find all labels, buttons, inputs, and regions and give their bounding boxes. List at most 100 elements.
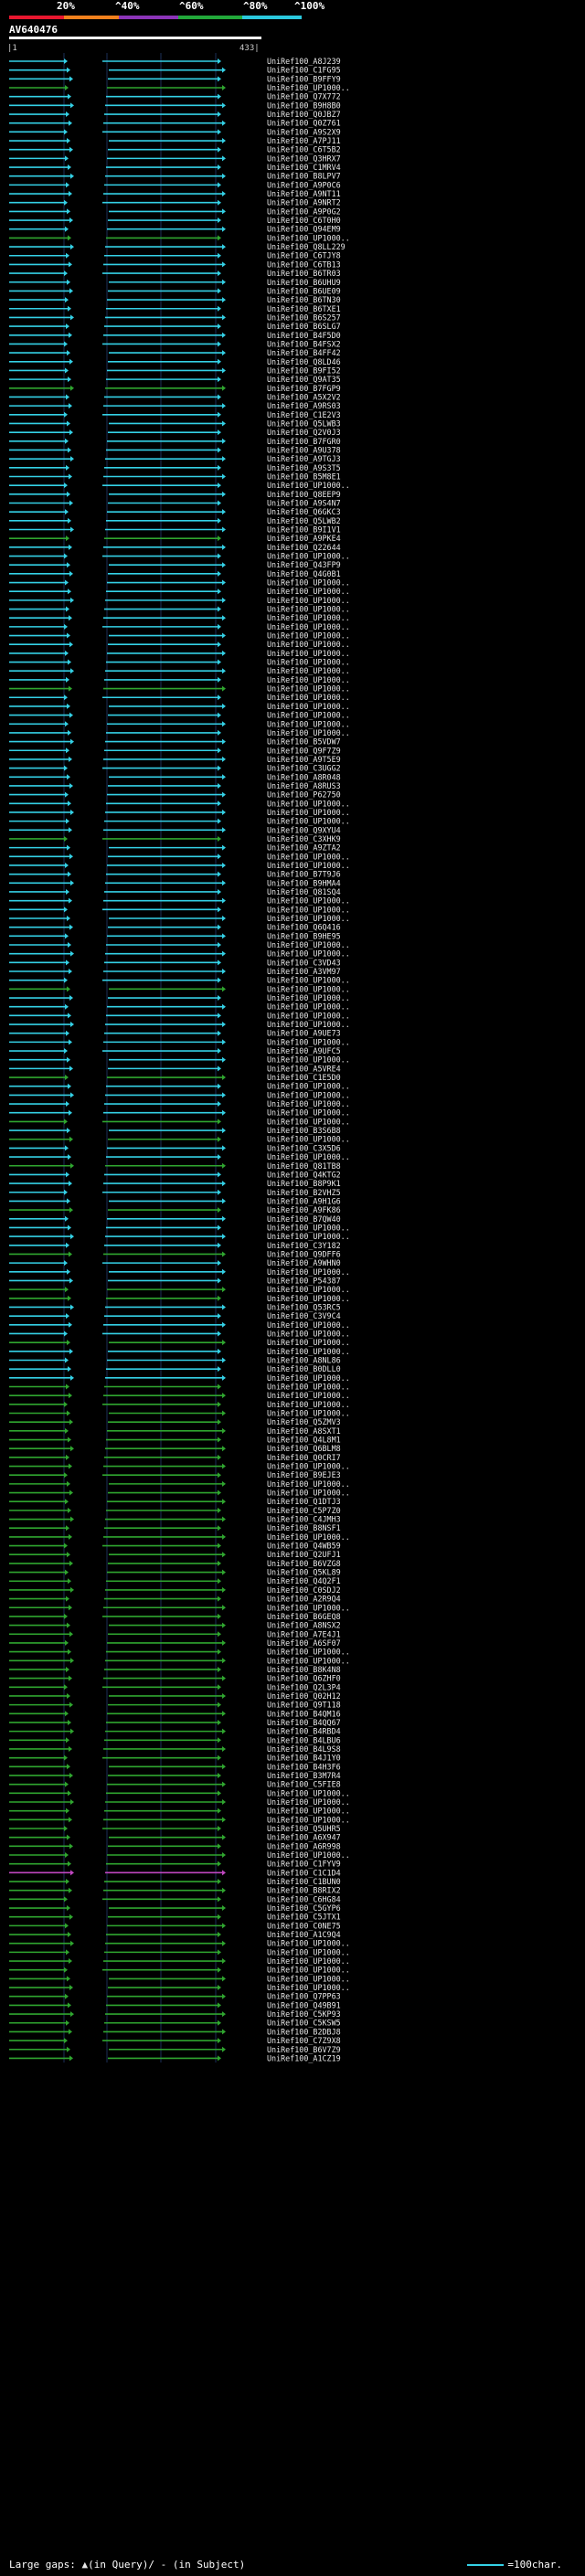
hit-arrow-icon [69,473,72,480]
hit-label: UniRef100_C6TB13 [267,260,341,269]
hit-arrow-icon [65,1075,69,1081]
hit-arrow-icon [64,482,68,489]
hit-arrow-icon [65,509,69,515]
hit-arrow-icon [222,1075,226,1081]
hit-label: UniRef100_B2VHZ5 [267,1188,341,1197]
hit-arrow-icon [70,597,74,603]
hit-label: UniRef100_UP1000.. [267,719,350,728]
hit-arrow-icon [65,1569,69,1575]
hit-arrow-icon [70,314,74,321]
hit-label: UniRef100_C6T0H0 [267,216,341,225]
hit-arrow-icon [222,827,226,833]
hit-arrow-icon [67,1340,70,1346]
hit-arrow-icon [70,456,74,462]
hit-arrow-icon [65,1145,69,1151]
hit-arrow-icon [69,924,73,930]
hit-arrow-icon [64,835,68,842]
hit-arrow-icon [70,1870,74,1876]
hit-label: UniRef100_C3X5D6 [267,1143,341,1152]
hit-label: UniRef100_A9S2X9 [267,127,341,136]
hit-arrow-icon [66,1595,69,1602]
hit-label: UniRef100_UP1000.. [267,1815,350,1824]
hit-arrow-icon [222,1745,226,1752]
hit-arrow-icon [218,288,221,294]
query-ruler [9,37,261,39]
hit-arrow-icon [218,1189,221,1195]
hit-arrow-icon [67,1976,70,1982]
hit-label: UniRef100_Q6Q416 [267,923,341,932]
hit-label: UniRef100_C1C1D4 [267,1868,341,1877]
hit-label: UniRef100_A8NL86 [267,1355,341,1364]
hit-arrow-icon [67,774,70,780]
hit-label: UniRef100_A8SXT1 [267,1426,341,1436]
hit-arrow-icon [222,350,226,356]
hit-arrow-icon [218,659,221,665]
hit-arrow-icon [67,1128,70,1134]
hit-arrow-icon [69,544,72,550]
hit-arrow-icon [70,1092,74,1098]
hit-arrow-icon [222,950,226,957]
hit-label: UniRef100_B4H3F6 [267,1762,341,1771]
hit-arrow-icon [222,1410,226,1416]
hit-label: UniRef100_C6HG84 [267,1894,341,1903]
hit-arrow-icon [68,871,71,877]
hit-arrow-icon [69,1817,72,1823]
hit-arrow-icon [222,1374,226,1381]
hit-arrow-icon [67,2046,70,2052]
hit-arrow-icon [66,1313,69,1320]
hit-label: UniRef100_A5VRE4 [267,1064,341,1073]
hit-label: UniRef100_UP1000.. [267,1532,350,1542]
hit-arrow-icon [64,1684,68,1691]
hit-arrow-icon [67,420,70,427]
hit-label: UniRef100_B5M8E1 [267,472,341,481]
hit-label: UniRef100_A8J239 [267,57,341,66]
hit-arrow-icon [68,1578,71,1585]
hit-arrow-icon [66,1737,69,1744]
hit-label: UniRef100_B9FI52 [267,366,341,375]
hit-arrow-icon [218,1330,221,1337]
hit-label: UniRef100_B5VDW7 [267,737,341,747]
hit-arrow-icon [67,67,70,73]
identity-band [9,16,64,19]
hit-label: UniRef100_UP1000.. [267,552,350,561]
hit-label: UniRef100_B7FGP9 [267,384,341,393]
hit-arrow-icon [66,394,69,400]
hit-arrow-icon [69,332,72,338]
hit-arrow-icon [66,747,69,754]
hit-arrow-icon [67,350,70,356]
hit-arrow-icon [66,1383,69,1390]
hit-arrow-icon [66,111,69,118]
hit-label: UniRef100_UP1000.. [267,1603,350,1612]
hit-arrow-icon [222,1162,226,1169]
hit-label: UniRef100_UP1000.. [267,1267,350,1277]
hit-arrow-icon [222,403,226,409]
hit-arrow-icon [64,58,68,64]
percent-tick-20: 20% [57,0,75,12]
hit-arrow-icon [222,438,226,444]
hit-label: UniRef100_UP1000.. [267,1090,350,1099]
hit-arrow-icon [222,1427,226,1434]
hit-arrow-icon [66,182,69,188]
hit-label: UniRef100_UP1000.. [267,693,350,702]
hit-arrow-icon [222,1480,226,1487]
hit-arrow-icon [218,1030,221,1036]
hit-arrow-icon [69,288,73,294]
hit-arrow-icon [70,102,74,109]
hit-arrow-icon [218,553,221,559]
hit-label: UniRef100_UP1000.. [267,808,350,817]
hit-arrow-icon [70,385,74,391]
hit-label: UniRef100_UP1000.. [267,481,350,490]
hit-label: UniRef100_UP1000.. [267,1285,350,1294]
hit-label: UniRef100_UP1000.. [267,675,350,684]
hit-arrow-icon [222,1003,226,1010]
hit-arrow-icon [64,1189,68,1195]
hit-arrow-icon [67,703,70,709]
identity-color-legend: 20% ^40% ^60% ^80% ^100% [0,0,585,22]
identity-band [178,16,242,19]
hit-arrow-icon [69,641,73,648]
hit-arrow-icon [64,1472,68,1479]
hit-arrow-icon [222,1234,226,1240]
hit-arrow-icon [218,1224,221,1231]
hit-arrow-icon [67,1198,70,1204]
hit-arrow-icon [222,102,226,109]
